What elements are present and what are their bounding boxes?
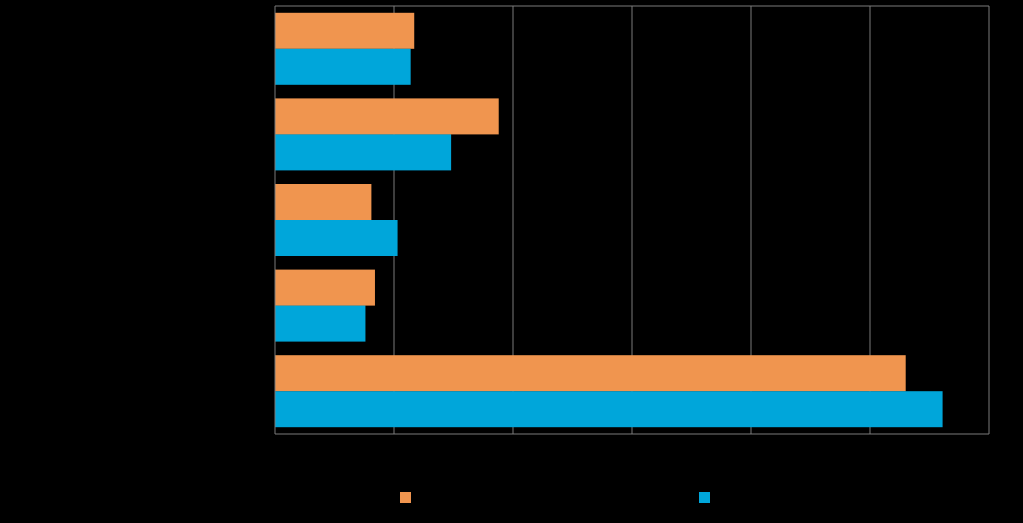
legend-item-series-1 [400,490,417,504]
bar-1-series-1 [275,12,415,49]
bars [275,12,943,428]
bar-3-series-2 [275,220,398,256]
axes [274,6,989,435]
legend-swatch-series-1 [400,491,411,503]
legend-swatch-series-2 [699,491,710,503]
bar-5-series-1 [275,355,906,392]
bar-1-series-2 [275,48,411,85]
bar-2-series-2 [275,134,452,171]
bar-3-series-1 [275,184,372,220]
bar-4-series-1 [275,269,375,306]
bar-4-series-2 [275,305,366,342]
bar-5-series-2 [275,391,943,428]
gridlines [275,5,990,434]
bar-2-series-1 [275,98,499,135]
legend-item-series-2 [699,490,716,504]
